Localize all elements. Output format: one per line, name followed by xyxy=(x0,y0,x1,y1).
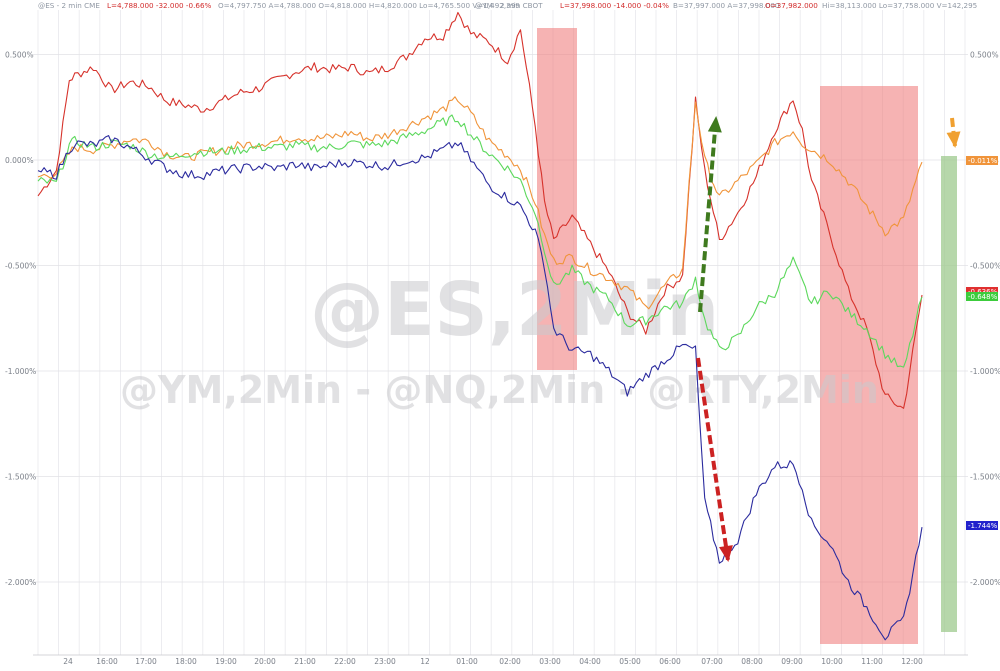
series-line-1 xyxy=(37,96,923,310)
green-up-arrow-shaft xyxy=(698,117,718,313)
header-es: @ES - 2 min CME xyxy=(38,1,100,10)
y-tick-left: -1.500% xyxy=(5,473,36,482)
y-tick-right: -0.500% xyxy=(970,262,1000,271)
y-tick-right: -2.000% xyxy=(970,578,1000,587)
orange-down-arrow-shaft xyxy=(950,117,957,147)
x-tick: 05:00 xyxy=(619,657,641,666)
header-es-last: L=4,788.000 -32.000 -0.66% xyxy=(107,1,212,10)
end-label: -0.011% xyxy=(968,157,998,165)
end-label-bg xyxy=(966,156,998,165)
x-tick: 02:00 xyxy=(499,657,521,666)
x-tick: 19:00 xyxy=(215,657,237,666)
end-label: -0.648% xyxy=(968,293,998,301)
end-labels: -0.011%-0.636%-0.648%-1.744% xyxy=(966,156,998,530)
end-label-bg xyxy=(966,287,998,296)
x-axis: 24 16:00 17:00 18:00 19:00 20:00 21:00 22:00 23:… xyxy=(33,654,968,666)
header-ym-rest: B=37,997.000 A=37,998.000 xyxy=(673,1,780,10)
watermark-main: @ES,2Min xyxy=(310,267,719,353)
x-tick: 18:00 xyxy=(175,657,197,666)
series-lines xyxy=(37,11,923,641)
x-tick: 03:00 xyxy=(539,657,561,666)
series-line-3 xyxy=(37,135,923,641)
y-tick-right: -1.500% xyxy=(970,473,1000,482)
x-tick: 21:00 xyxy=(294,657,316,666)
red-down-arrow-head xyxy=(719,545,733,562)
y-tick-left: 0.500% xyxy=(5,51,34,60)
x-tick: 06:00 xyxy=(659,657,681,666)
x-tick: 10:00 xyxy=(821,657,843,666)
annotation-arrows xyxy=(696,116,961,562)
plot-area xyxy=(33,10,968,655)
y-tick-left: 0.000% xyxy=(5,156,34,165)
x-tick: 24 xyxy=(63,657,73,666)
series-line-0 xyxy=(37,11,923,409)
end-label: -1.744% xyxy=(968,522,998,530)
y-tick-right: -1.000% xyxy=(970,367,1000,376)
y-axis-right: 0.500%0.000%-0.500%-1.000%-1.500%-2.000% xyxy=(970,51,1000,588)
x-tick: 08:00 xyxy=(741,657,763,666)
header-ym-last: L=37,998.000 -14.000 -0.04% xyxy=(560,1,669,10)
series-line-2 xyxy=(37,114,923,368)
x-tick: 17:00 xyxy=(135,657,157,666)
highlight-regions xyxy=(537,28,957,644)
gridlines xyxy=(33,10,968,655)
y-axis-left: 0.500% 0.000% -0.500% -1.000% -1.500% -2.000% xyxy=(5,51,36,588)
header-ym: @YM - 2 min CBOT xyxy=(475,1,543,10)
header-es-rest: O=4,797.750 A=4,788.000 O=4,818.000 H=4,… xyxy=(218,1,520,10)
x-tick: 01:00 xyxy=(456,657,478,666)
y-tick-right: 0.500% xyxy=(970,51,999,60)
x-tick: 16:00 xyxy=(96,657,118,666)
watermark-secondary: @YM,2Min - @NQ,2Min - @RTY,2Min xyxy=(120,368,879,412)
watermark: @ES,2Min @YM,2Min - @NQ,2Min - @RTY,2Min xyxy=(120,267,879,412)
end-label-bg xyxy=(966,521,998,530)
x-tick: 11:00 xyxy=(861,657,883,666)
x-tick: 09:00 xyxy=(781,657,803,666)
x-tick: 12 xyxy=(420,657,430,666)
y-tick-left: -0.500% xyxy=(5,262,36,271)
end-label-bg xyxy=(966,292,998,301)
x-tick: 20:00 xyxy=(254,657,276,666)
header-ym-open: O=37,982.000 xyxy=(765,1,818,10)
green-up-arrow-head xyxy=(707,116,722,133)
y-tick-left: -1.000% xyxy=(5,367,36,376)
x-tick: 12:00 xyxy=(901,657,923,666)
x-tick: 04:00 xyxy=(579,657,601,666)
highlight-red-1000 xyxy=(820,86,918,644)
highlight-red-0300 xyxy=(537,28,577,370)
red-down-arrow-shaft xyxy=(696,357,730,561)
header-ym-tail: Hi=38,113.000 Lo=37,758.000 V=142,295 xyxy=(822,1,977,10)
x-tick: 22:00 xyxy=(334,657,356,666)
x-tick: 23:00 xyxy=(374,657,396,666)
highlight-green-1200 xyxy=(941,156,957,632)
x-tick: 07:00 xyxy=(701,657,723,666)
orange-down-arrow-head xyxy=(946,131,961,148)
y-tick-left: -2.000% xyxy=(5,578,36,587)
chart-header: @ES - 2 min CME L=4,788.000 -32.000 -0.6… xyxy=(38,1,977,10)
